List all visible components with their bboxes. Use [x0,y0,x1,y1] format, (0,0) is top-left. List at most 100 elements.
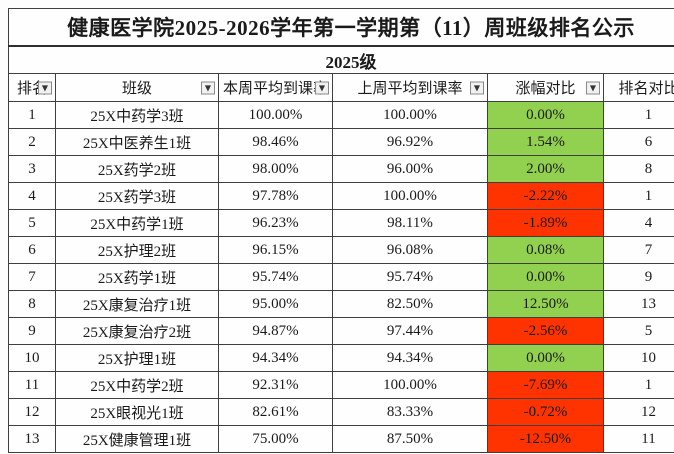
class-name-cell: 25X康复治疗1班 [55,290,219,318]
class-name-cell: 25X护理1班 [55,344,219,372]
change-cell: 0.08% [487,236,604,264]
table-row: 8 25X康复治疗1班 95.00% 82.50% 12.50% 13 [8,290,674,318]
this-week-rate-cell: 98.46% [218,128,333,156]
rank-compare-cell: 12 [602,398,674,426]
header-row: 排名 ▼ 班级 ▼ 本周平均到课率 ▼ 上周平均到课率 ▼ 涨幅对比 ▼ [8,73,674,102]
table-row: 6 25X护理2班 96.15% 96.08% 0.08% 7 [8,236,674,264]
class-name-cell: 25X康复治疗2班 [55,317,219,345]
rank-cell: 13 [8,425,56,453]
rank-cell: 11 [8,371,56,399]
rank-compare-cell: 13 [602,290,674,318]
last-week-rate-cell: 87.50% [332,425,488,453]
last-week-rate-cell: 94.34% [332,344,488,372]
rank-compare-cell: 10 [602,344,674,372]
rank-cell: 12 [8,398,56,426]
rank-compare-cell: 5 [602,317,674,345]
this-week-rate-cell: 96.15% [218,236,333,264]
last-week-rate-cell: 98.11% [332,209,488,237]
rank-compare-cell: 1 [602,101,674,129]
rank-compare-cell: 6 [602,128,674,156]
last-week-rate-cell: 82.50% [332,290,488,318]
ranking-table: 健康医学院2025-2026学年第一学期第（11）周班级排名公示 2025级 排… [7,8,674,453]
table-row: 2 25X中医养生1班 98.46% 96.92% 1.54% 6 [8,128,674,156]
filter-dropdown-icon[interactable]: ▼ [315,81,329,94]
table-row: 13 25X健康管理1班 75.00% 87.50% -12.50% 11 [8,425,674,453]
change-cell: -2.22% [487,182,604,210]
header-this-week: 本周平均到课率 ▼ [218,73,333,102]
change-cell: -1.89% [487,209,604,237]
change-cell: 2.00% [487,155,604,183]
header-rank-compare-label: 排名对比 [618,81,674,97]
last-week-rate-cell: 96.08% [332,236,488,264]
table-row: 10 25X护理1班 94.34% 94.34% 0.00% 10 [8,344,674,372]
this-week-rate-cell: 95.00% [218,290,333,318]
class-name-cell: 25X护理2班 [55,236,219,264]
table-row: 1 25X中药学3班 100.00% 100.00% 0.00% 1 [8,101,674,129]
table-row: 5 25X中药学1班 96.23% 98.11% -1.89% 4 [8,209,674,237]
this-week-rate-cell: 100.00% [218,101,333,129]
change-cell: -12.50% [487,425,604,453]
class-name-cell: 25X药学1班 [55,263,219,291]
change-cell: 0.00% [487,263,604,291]
rank-compare-cell: 4 [602,209,674,237]
class-name-cell: 25X眼视光1班 [55,398,219,426]
change-cell: 0.00% [487,101,604,129]
subtitle-row: 2025级 [7,45,674,74]
header-class-label: 班级 [121,81,152,97]
table-body: 健康医学院2025-2026学年第一学期第（11）周班级排名公示 2025级 排… [7,8,674,453]
table-row: 12 25X眼视光1班 82.61% 83.33% -0.72% 12 [8,398,674,426]
this-week-rate-cell: 97.78% [218,182,333,210]
filter-dropdown-icon[interactable]: ▼ [38,81,52,94]
rank-cell: 10 [8,344,56,372]
change-cell: -0.72% [487,398,604,426]
table-row: 3 25X药学2班 98.00% 96.00% 2.00% 8 [8,155,674,183]
last-week-rate-cell: 97.44% [332,317,488,345]
class-name-cell: 25X健康管理1班 [55,425,219,453]
rank-compare-cell: 11 [602,425,674,453]
class-name-cell: 25X中药学3班 [55,101,219,129]
header-class: 班级 ▼ [55,73,219,102]
change-cell: 12.50% [487,290,604,318]
header-last-week: 上周平均到课率 ▼ [332,73,488,102]
header-this-week-label: 本周平均到课率 [222,81,328,97]
header-rank-compare: 排名对比 ▼ [602,73,674,102]
rank-compare-cell: 8 [602,155,674,183]
rank-compare-cell: 7 [602,236,674,264]
rank-cell: 8 [8,290,56,318]
rank-cell: 4 [8,182,56,210]
this-week-rate-cell: 75.00% [218,425,333,453]
last-week-rate-cell: 83.33% [332,398,488,426]
grade-subtitle: 2025级 [7,45,674,74]
table-row: 9 25X康复治疗2班 94.87% 97.44% -2.56% 5 [8,317,674,345]
class-name-cell: 25X中药学2班 [55,371,219,399]
last-week-rate-cell: 100.00% [332,101,488,129]
rank-cell: 9 [8,317,56,345]
page-title: 健康医学院2025-2026学年第一学期第（11）周班级排名公示 [7,8,674,47]
table-row: 11 25X中药学2班 92.31% 100.00% -7.69% 1 [8,371,674,399]
table-row: 4 25X药学3班 97.78% 100.00% -2.22% 1 [8,182,674,210]
change-cell: -7.69% [487,371,604,399]
rank-cell: 3 [8,155,56,183]
last-week-rate-cell: 96.00% [332,155,488,183]
this-week-rate-cell: 95.74% [218,263,333,291]
filter-dropdown-icon[interactable]: ▼ [586,81,600,94]
this-week-rate-cell: 94.87% [218,317,333,345]
last-week-rate-cell: 96.92% [332,128,488,156]
rank-compare-cell: 1 [602,182,674,210]
this-week-rate-cell: 82.61% [218,398,333,426]
rank-cell: 6 [8,236,56,264]
class-name-cell: 25X中药学1班 [55,209,219,237]
class-name-cell: 25X中医养生1班 [55,128,219,156]
rank-cell: 2 [8,128,56,156]
header-change: 涨幅对比 ▼ [487,73,604,102]
rank-compare-cell: 9 [602,263,674,291]
title-row: 健康医学院2025-2026学年第一学期第（11）周班级排名公示 [7,8,674,47]
filter-dropdown-icon[interactable]: ▼ [470,81,484,94]
rank-compare-cell: 1 [602,371,674,399]
last-week-rate-cell: 95.74% [332,263,488,291]
filter-dropdown-icon[interactable]: ▼ [201,81,215,94]
change-cell: 0.00% [487,344,604,372]
class-name-cell: 25X药学2班 [55,155,219,183]
change-cell: 1.54% [487,128,604,156]
